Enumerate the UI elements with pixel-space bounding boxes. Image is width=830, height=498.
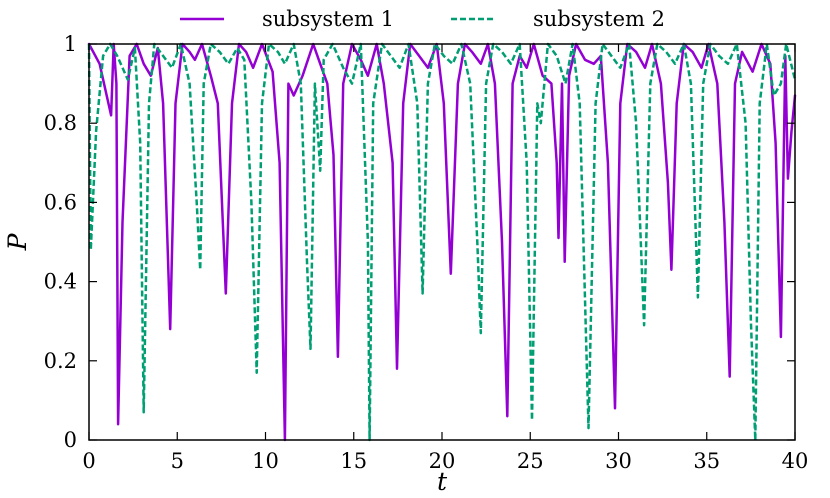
series-line-1 (87, 42, 797, 442)
y-tick-label: 0 (64, 428, 77, 452)
x-axis-label: t (437, 467, 448, 496)
x-tick-label: 15 (340, 449, 367, 473)
legend-label-2: subsystem 2 (533, 7, 665, 31)
x-tick-label: 10 (252, 449, 279, 473)
x-tick-label: 35 (693, 449, 720, 473)
plot-frame (88, 43, 796, 441)
series-layer (87, 42, 797, 442)
x-tick-label: 20 (429, 449, 456, 473)
ticks-layer: 0 5 10 15 20 25 30 35 40 0 0.2 0.4 0.6 0.8 1 (44, 32, 809, 473)
legend-label-1: subsystem 1 (262, 7, 394, 31)
y-tick-label: 0.8 (44, 111, 77, 135)
y-tick-label: 1 (64, 32, 77, 56)
x-tick-label: 0 (82, 449, 95, 473)
x-tick-label: 5 (171, 449, 184, 473)
y-tick-label: 0.6 (44, 190, 77, 214)
x-tick-label: 30 (605, 449, 632, 473)
y-tick-label: 0.4 (44, 270, 77, 294)
x-tick-label: 40 (782, 449, 809, 473)
x-tick-label: 25 (517, 449, 544, 473)
y-axis-label: P (3, 232, 32, 251)
legend: subsystem 1 subsystem 2 (180, 7, 665, 31)
series-line-2 (87, 42, 797, 442)
y-tick-label: 0.2 (44, 349, 77, 373)
